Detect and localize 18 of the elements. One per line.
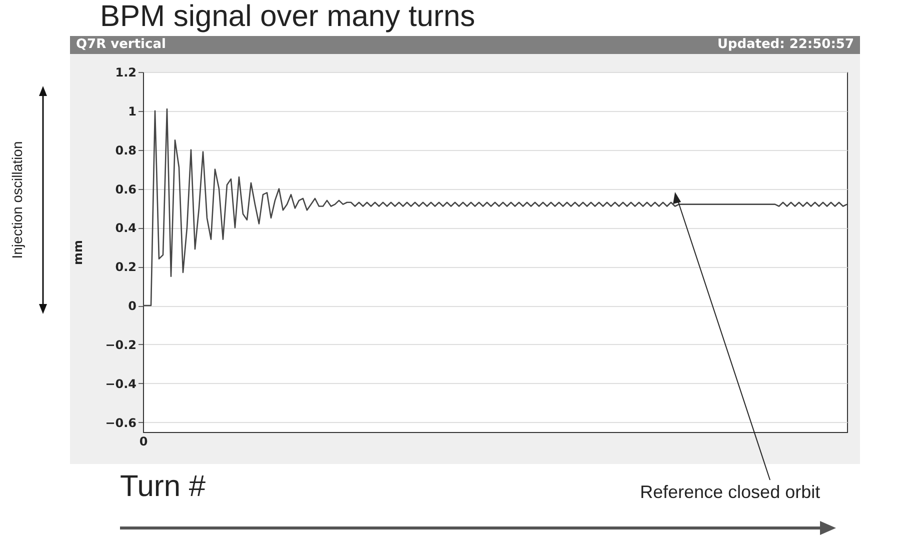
y-tick-label: 1.2 bbox=[115, 66, 136, 80]
chart-subtitle: Q7R vertical bbox=[76, 36, 166, 54]
text: Updated: 22:50:57 bbox=[717, 36, 854, 54]
y-tick-label: 0.6 bbox=[115, 182, 136, 196]
y-tick-label: 0.4 bbox=[115, 221, 136, 236]
y-tick-label: 0.8 bbox=[115, 143, 136, 158]
line-series bbox=[142, 108, 848, 306]
x-axis-title: Turn # bbox=[120, 470, 206, 504]
text: Injection oscillation bbox=[9, 141, 25, 259]
y-tick-label: 0 bbox=[128, 299, 136, 314]
y-tick-label: 0.2 bbox=[115, 260, 136, 274]
y-tick-label: 1 bbox=[128, 104, 136, 118]
y-tick-label: −0.6 bbox=[105, 416, 136, 430]
y-axis-title: mm bbox=[71, 240, 86, 266]
y-tick-label: −0.4 bbox=[105, 376, 136, 391]
chart-title: BPM signal over many turns bbox=[100, 0, 476, 34]
y-tick-label: −0.2 bbox=[105, 338, 136, 352]
text: Reference closed orbit bbox=[640, 482, 820, 503]
